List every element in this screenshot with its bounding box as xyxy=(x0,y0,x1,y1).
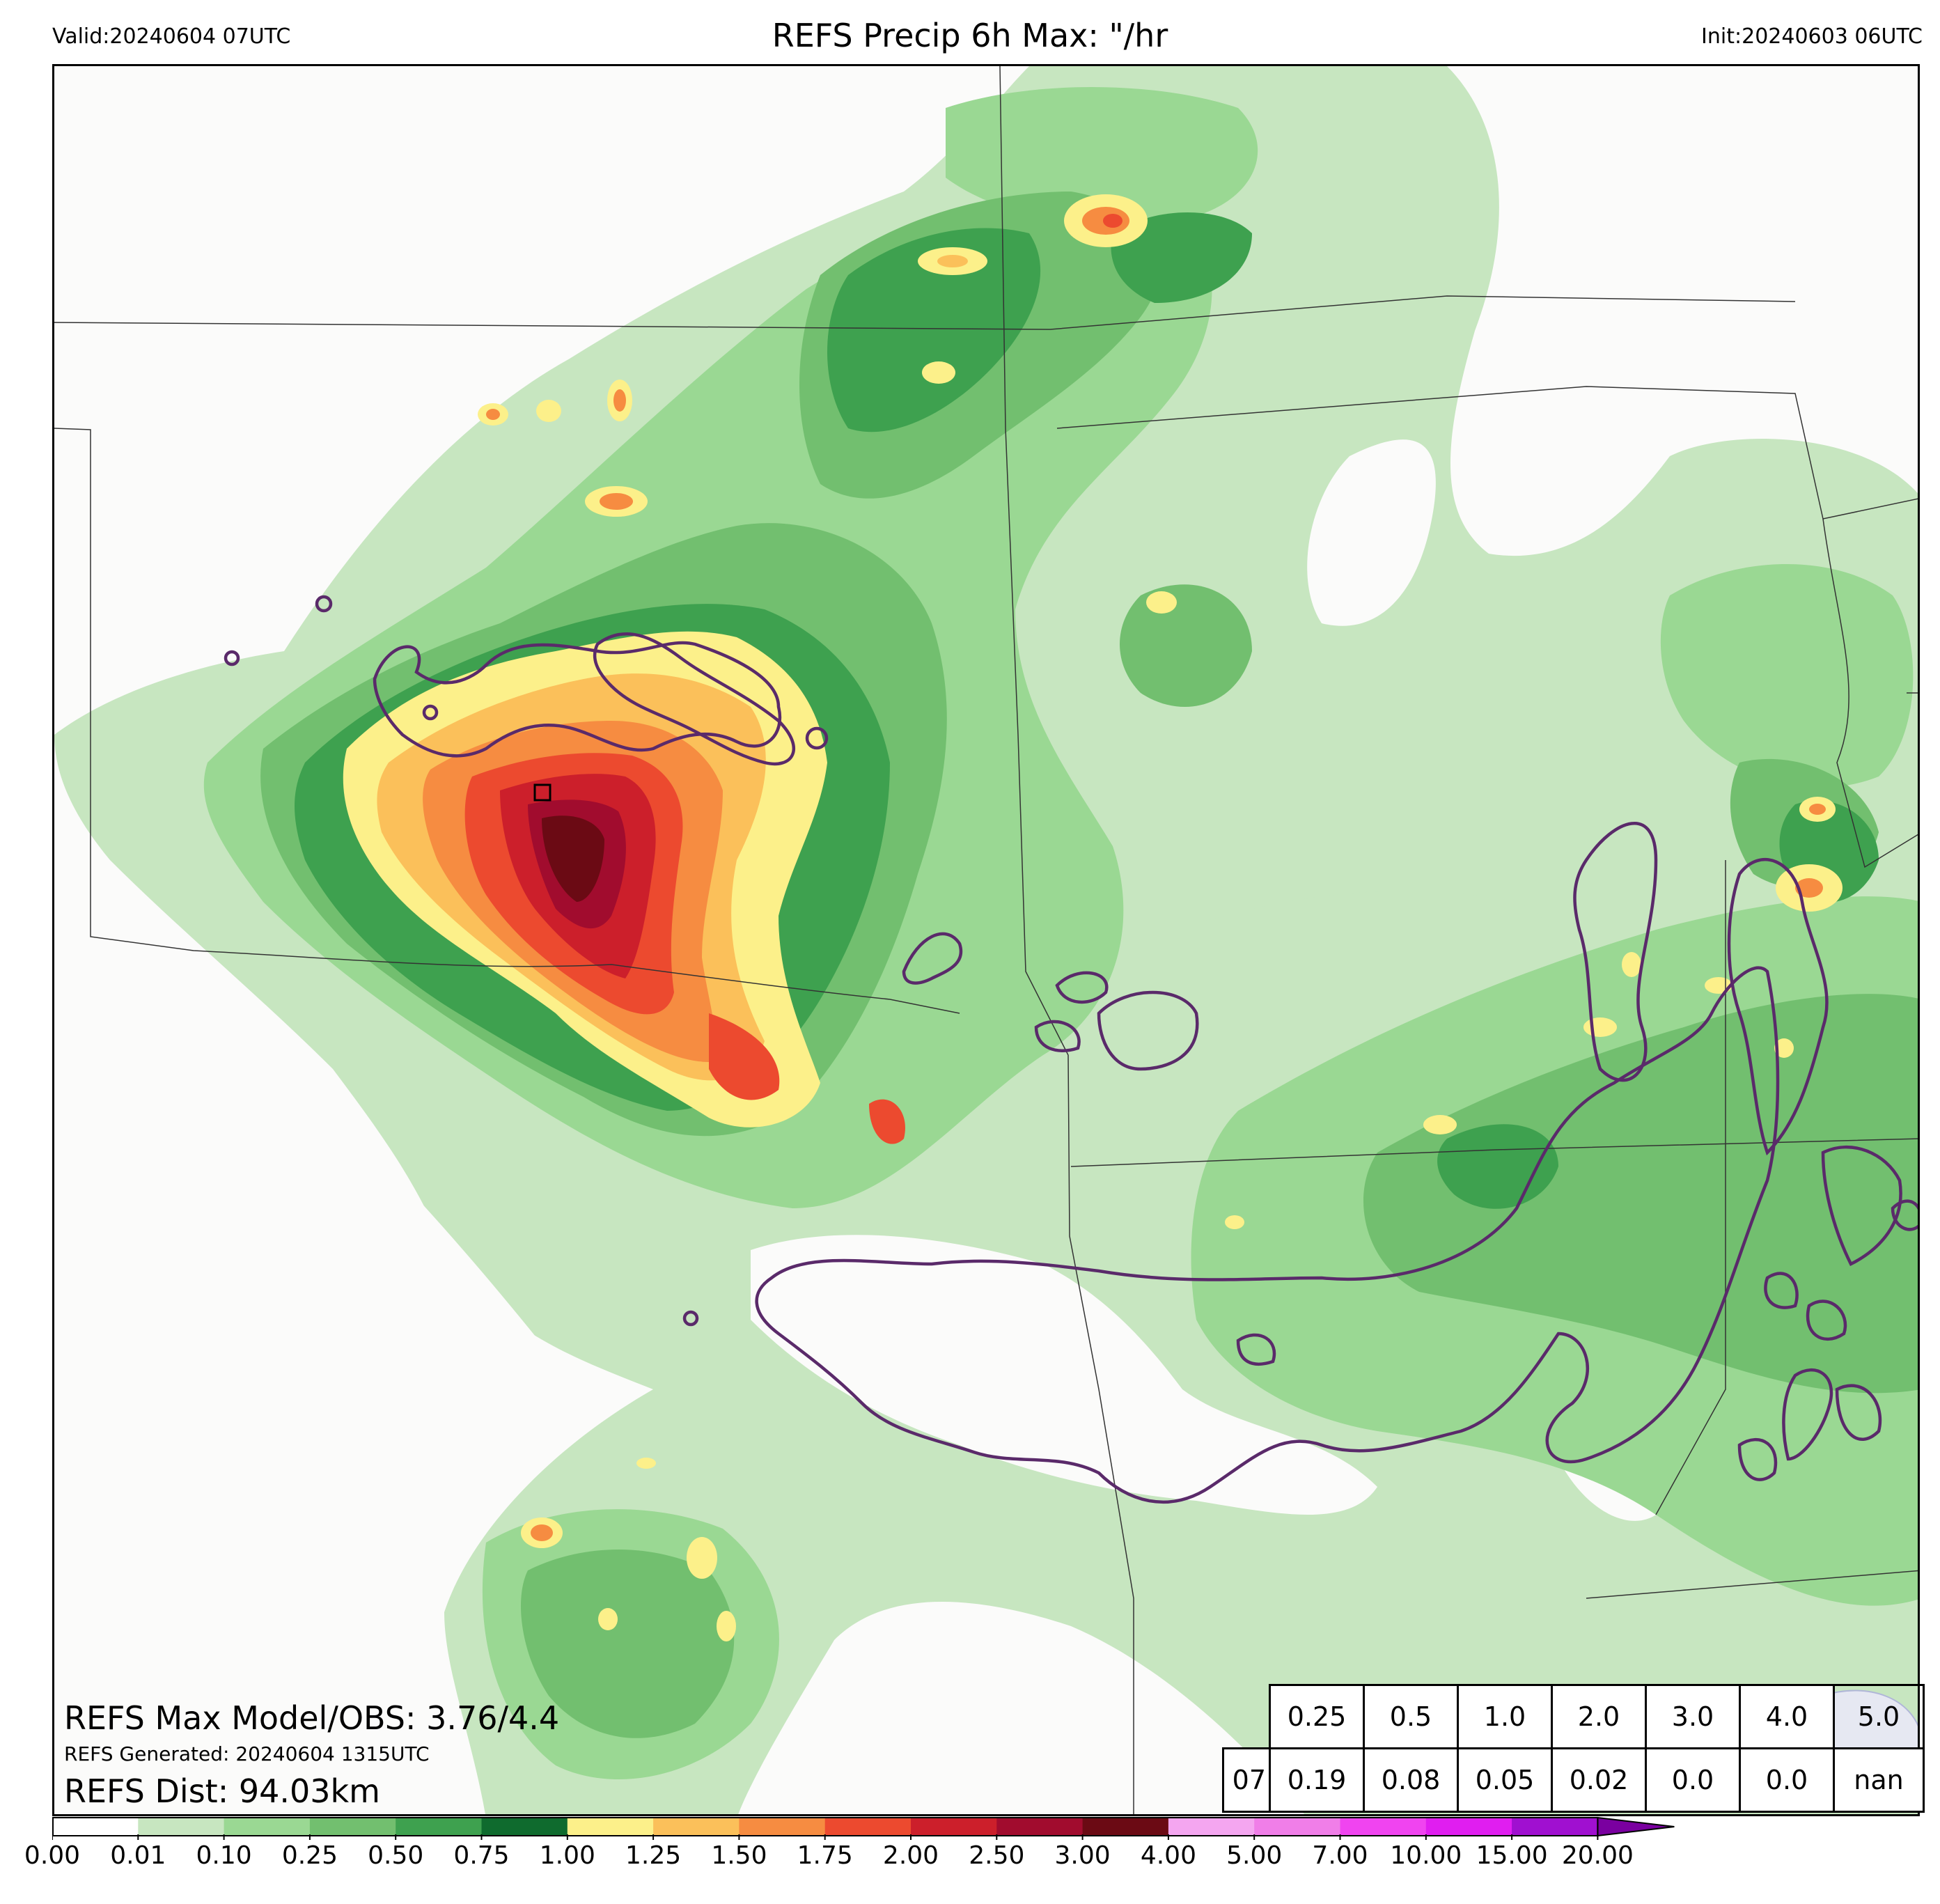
colorbar-tick-label: 2.50 xyxy=(969,1841,1025,1870)
colorbar-tick-label: 4.00 xyxy=(1140,1841,1196,1870)
threshold-header: 1.0 xyxy=(1457,1684,1553,1749)
colorbar-tick-label: 7.00 xyxy=(1312,1841,1368,1870)
valid-time-label: Valid:20240604 07UTC xyxy=(52,24,291,49)
colorbar-segment xyxy=(1254,1818,1341,1836)
threshold-header: 5.0 xyxy=(1833,1684,1925,1749)
threshold-header: 3.0 xyxy=(1645,1684,1741,1749)
colorbar-segment xyxy=(309,1818,396,1836)
colorbar-segment xyxy=(481,1818,568,1836)
colorbar xyxy=(52,1816,1675,1840)
threshold-value: 0.02 xyxy=(1551,1747,1647,1813)
colorbar-segment xyxy=(138,1818,225,1836)
colorbar-segment xyxy=(1512,1818,1598,1836)
colorbar-segment xyxy=(911,1818,997,1836)
distance-label: REFS Dist: 94.03km xyxy=(64,1772,380,1810)
colorbar-extend-arrow xyxy=(1597,1816,1675,1837)
colorbar-segment xyxy=(739,1818,826,1836)
colorbar-tick-label: 1.50 xyxy=(711,1841,767,1870)
init-time-label: Init:20240603 06UTC xyxy=(1701,24,1923,49)
threshold-header: 4.0 xyxy=(1739,1684,1835,1749)
colorbar-segment xyxy=(396,1818,483,1836)
threshold-header: 0.25 xyxy=(1269,1684,1365,1749)
threshold-value: nan xyxy=(1833,1747,1925,1813)
max-model-obs-label: REFS Max Model/OBS: 3.76/4.4 xyxy=(64,1699,560,1737)
colorbar-tick-label: 0.00 xyxy=(24,1841,81,1870)
colorbar-tick-label: 1.00 xyxy=(539,1841,595,1870)
threshold-header: 2.0 xyxy=(1551,1684,1647,1749)
colorbar-tick-label: 0.25 xyxy=(281,1841,338,1870)
generated-time-label: REFS Generated: 20240604 1315UTC xyxy=(64,1742,430,1765)
colorbar-tick-label: 10.00 xyxy=(1390,1841,1462,1870)
colorbar-segment xyxy=(1082,1818,1169,1836)
colorbar-tick-label: 15.00 xyxy=(1476,1841,1548,1870)
threshold-value: 0.0 xyxy=(1739,1747,1835,1813)
colorbar-segment xyxy=(653,1818,740,1836)
colorbar-tick-label: 0.75 xyxy=(453,1841,510,1870)
threshold-value: 0.08 xyxy=(1363,1747,1459,1813)
scattered-cells xyxy=(478,194,1843,1641)
state-borders xyxy=(54,66,1918,1814)
colorbar-segment xyxy=(1340,1818,1427,1836)
colorbar-segment xyxy=(52,1818,139,1836)
colorbar-tick-label: 5.00 xyxy=(1226,1841,1283,1870)
colorbar-tick-label: 0.50 xyxy=(368,1841,424,1870)
row-label: 07 xyxy=(1222,1747,1271,1813)
colorbar-tick-label: 3.00 xyxy=(1054,1841,1111,1870)
threshold-value: 0.05 xyxy=(1457,1747,1553,1813)
colorbar-segment xyxy=(824,1818,912,1836)
threshold-header: 0.5 xyxy=(1363,1684,1459,1749)
precip-field xyxy=(54,66,1918,1814)
obs-contours xyxy=(224,595,1918,1504)
colorbar-segment xyxy=(1168,1818,1255,1836)
threshold-value: 0.0 xyxy=(1645,1747,1741,1813)
threshold-value: 0.19 xyxy=(1269,1747,1365,1813)
precip-map[interactable] xyxy=(52,64,1920,1816)
colorbar-segment xyxy=(1425,1818,1512,1836)
colorbar-tick-label: 0.10 xyxy=(196,1841,252,1870)
colorbar-tick-label: 2.00 xyxy=(882,1841,939,1870)
colorbar-tick-label: 1.75 xyxy=(797,1841,853,1870)
map-title: REFS Precip 6h Max: "/hr xyxy=(772,17,1168,54)
colorbar-segment xyxy=(567,1818,654,1836)
colorbar-tick-label: 0.01 xyxy=(110,1841,166,1870)
colorbar-segment xyxy=(996,1818,1084,1836)
colorbar-tick-label: 20.00 xyxy=(1561,1841,1634,1870)
colorbar-tick-label: 1.25 xyxy=(625,1841,682,1870)
colorbar-segment xyxy=(224,1818,311,1836)
